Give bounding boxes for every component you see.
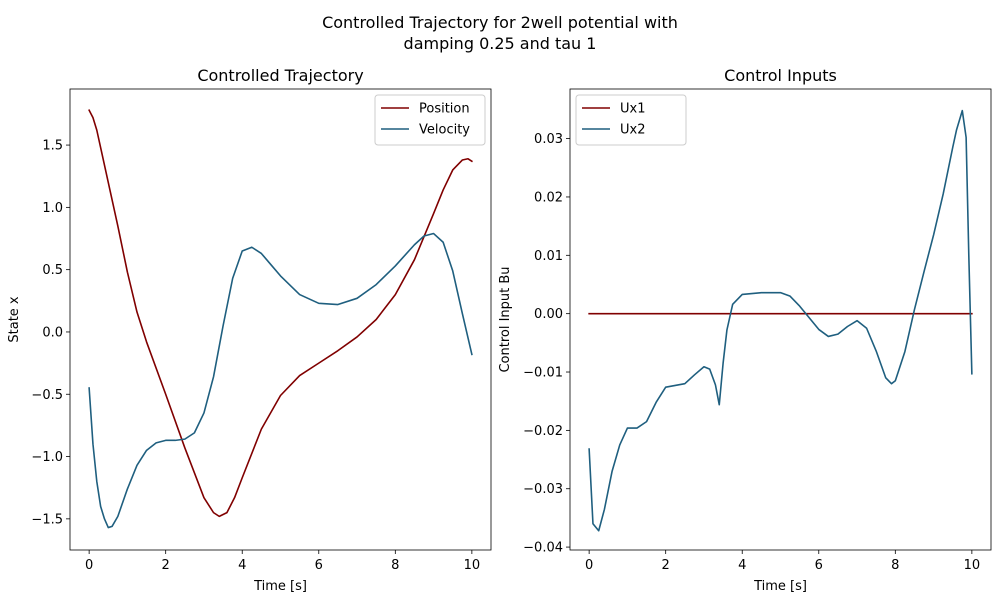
subplot-title: Controlled Trajectory: [197, 66, 363, 85]
legend-label-position: Position: [419, 102, 470, 117]
legend: Position Velocity: [374, 94, 486, 146]
subplot-1: 0 2 4 6 8 10 −1.5 −1.0 −0.5 0.0 0.5 1.0 1.5 Controlle…: [7, 66, 492, 594]
y-tick-label: 1.0: [42, 201, 63, 216]
figure-title-line-1: Controlled Trajectory for 2well potentia…: [322, 13, 678, 32]
x-axis-label: Time [s]: [753, 579, 807, 594]
y-tick-label: −1.5: [31, 512, 63, 527]
x-tick-label: 6: [315, 558, 323, 573]
y-tick-label: 0.02: [534, 190, 563, 205]
y-tick-label: −1.0: [31, 450, 63, 465]
y-tick-label: 0.00: [534, 307, 563, 322]
axes-frame: [569, 88, 992, 551]
x-tick-label: 8: [891, 558, 899, 573]
y-tick-label: −0.5: [31, 388, 63, 403]
y-tick-label: −0.02: [523, 424, 563, 439]
x-tick-label: 8: [391, 558, 399, 573]
figure-title-line-2: damping 0.25 and tau 1: [403, 34, 597, 53]
x-tick-label: 6: [815, 558, 823, 573]
x-tick-label: 2: [162, 558, 170, 573]
y-tick-label: −0.04: [523, 541, 563, 556]
subplot-2: 0 2 4 6 8 10 −0.04 −0.03 −0.02 −0.01 0.00 0.01 0.02 0…: [498, 66, 992, 594]
legend-label-ux1: Ux1: [620, 102, 645, 117]
x-tick-label: 0: [585, 558, 593, 573]
y-axis-label: Control Input Bu: [498, 266, 513, 372]
x-tick-label: 4: [738, 558, 746, 573]
y-tick-label: 0.0: [42, 325, 63, 340]
legend-label-ux2: Ux2: [620, 123, 645, 138]
legend-label-velocity: Velocity: [419, 123, 470, 138]
y-tick-label: −0.03: [523, 482, 563, 497]
x-tick-label: 10: [964, 558, 981, 573]
x-tick-label: 4: [238, 558, 246, 573]
y-tick-label: 0.5: [42, 263, 63, 278]
y-tick-label: 0.03: [534, 132, 563, 147]
series-line-velocity: [88, 232, 473, 529]
y-tick-label: −0.01: [523, 366, 563, 381]
x-axis-label: Time [s]: [253, 579, 307, 594]
x-tick-label: 0: [85, 558, 93, 573]
series-line-position: [88, 109, 473, 518]
y-axis-label: State x: [7, 296, 22, 343]
y-tick-label: 1.5: [42, 139, 63, 154]
x-tick-label: 10: [464, 558, 481, 573]
series-line-ux2: [588, 109, 973, 532]
axes-frame: [69, 88, 492, 551]
y-tick-label: 0.01: [534, 249, 563, 264]
subplot-title: Control Inputs: [724, 66, 837, 85]
x-tick-label: 2: [662, 558, 670, 573]
